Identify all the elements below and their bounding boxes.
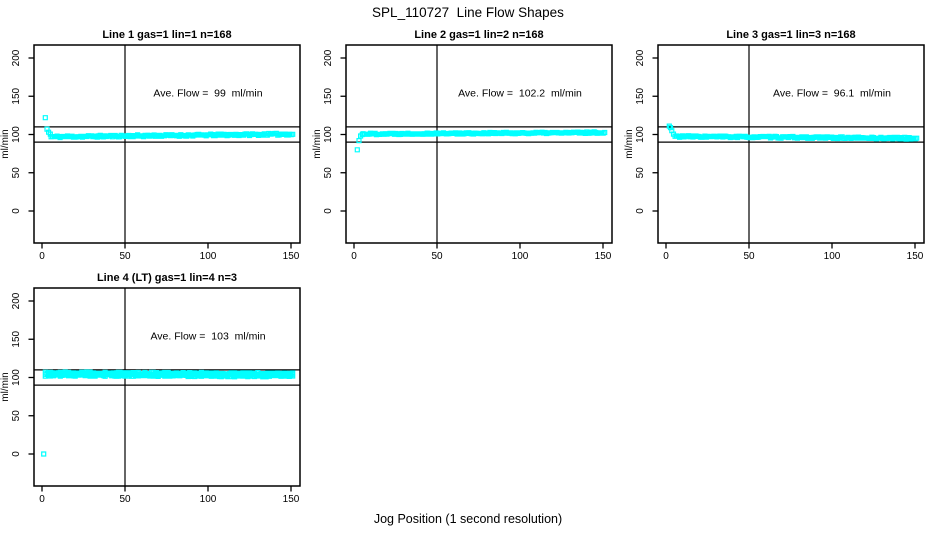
y-tick-label: 50: [635, 167, 646, 179]
y-axis: 0 50 100 150 200: [11, 49, 34, 214]
y-axis-unit-label: ml/min: [312, 129, 323, 158]
y-axis-unit-label: ml/min: [0, 129, 11, 158]
y-tick-label: 50: [11, 410, 22, 422]
plot-box: [657, 44, 925, 244]
x-tick-label: 100: [512, 251, 529, 262]
y-tick-label: 200: [323, 49, 334, 66]
x-tick-label: 50: [743, 251, 755, 262]
y-axis: 0 50 100 150 200: [635, 49, 658, 214]
x-axis: 0 50 100 150: [39, 486, 300, 505]
y-tick-label: 150: [11, 330, 22, 347]
x-tick-label: 50: [119, 494, 131, 505]
panel-plot: Line 3 gas=1 lin=3 n=168 0 50 100 150 200 0 50 1…: [624, 29, 925, 262]
ave-flow-annotation: Ave. Flow = 96.1 ml/min: [773, 87, 891, 99]
panel-title: Line 3 gas=1 lin=3 n=168: [726, 29, 855, 41]
panel-line-4: Line 4 (LT) gas=1 lin=4 n=3 0 50 100 150 200 0…: [0, 268, 312, 511]
x-axis-label: Jog Position (1 second resolution): [373, 512, 563, 526]
plot-box: [33, 287, 301, 487]
y-tick-label: 0: [11, 208, 22, 214]
reference-lines: [346, 45, 612, 243]
y-axis-unit-label: ml/min: [624, 129, 635, 158]
panel-line-3: Line 3 gas=1 lin=3 n=168 0 50 100 150 200 0 50 1…: [624, 25, 936, 268]
reference-lines: [34, 45, 300, 243]
x-axis: 0 50 100 150: [351, 243, 612, 262]
x-tick-label: 0: [39, 494, 45, 505]
x-tick-label: 100: [200, 494, 217, 505]
y-axis-unit-label: ml/min: [0, 372, 11, 401]
panel-plot: Line 2 gas=1 lin=2 n=168 0 50 100 150 200 0 50 1…: [312, 29, 613, 262]
x-tick-label: 150: [907, 251, 924, 262]
x-tick-label: 100: [200, 251, 217, 262]
y-tick-label: 50: [323, 167, 334, 179]
y-tick-label: 0: [323, 208, 334, 214]
x-tick-label: 50: [431, 251, 443, 262]
y-tick-label: 0: [11, 451, 22, 457]
data-points: [41, 369, 296, 457]
panel-title: Line 2 gas=1 lin=2 n=168: [414, 29, 543, 41]
data-points: [42, 115, 296, 141]
y-tick-label: 50: [11, 167, 22, 179]
y-tick-label: 200: [635, 49, 646, 66]
ave-flow-annotation: Ave. Flow = 103 ml/min: [150, 330, 265, 342]
panel-line-2: Line 2 gas=1 lin=2 n=168 0 50 100 150 200 0 50 1…: [312, 25, 624, 268]
x-axis: 0 50 100 150: [663, 243, 924, 262]
panel-plot: Line 4 (LT) gas=1 lin=4 n=30501001502000…: [0, 272, 301, 505]
y-tick-label: 0: [635, 208, 646, 214]
y-tick-label: 100: [635, 126, 646, 143]
y-tick-label: 100: [323, 126, 334, 143]
panel-line-1: Line 1 gas=1 lin=1 n=168 0 50 100 150 200 0 50 1…: [0, 25, 312, 268]
data-points: [354, 129, 608, 153]
y-tick-label: 150: [11, 87, 22, 104]
x-tick-label: 0: [663, 251, 669, 262]
x-tick-label: 150: [595, 251, 612, 262]
y-tick-label: 150: [323, 87, 334, 104]
y-tick-label: 100: [11, 126, 22, 143]
reference-lines: [658, 45, 924, 243]
y-tick-label: 200: [11, 49, 22, 66]
plot-box: [33, 44, 301, 244]
x-tick-label: 150: [283, 494, 300, 505]
reference-lines: [34, 288, 300, 486]
y-axis: 0 50 100 150 200: [323, 49, 346, 214]
ave-flow-annotation: Ave. Flow = 99 ml/min: [153, 87, 262, 99]
x-tick-label: 100: [824, 251, 841, 262]
data-points: [666, 123, 920, 142]
x-tick-label: 50: [119, 251, 131, 262]
plot-box: [345, 44, 613, 244]
panel-title: Line 1 gas=1 lin=1 n=168: [102, 29, 231, 41]
y-tick-label: 200: [11, 292, 22, 309]
y-tick-label: 150: [635, 87, 646, 104]
panel-title: Line 4 (LT) gas=1 lin=4 n=3: [97, 272, 237, 284]
x-tick-label: 0: [39, 251, 45, 262]
y-axis: 0 50 100 150 200: [11, 292, 34, 457]
panel-plot: Line 1 gas=1 lin=1 n=168 0 50 100 150 200 0 50 1…: [0, 29, 301, 262]
x-axis: 0 50 100 150: [39, 243, 300, 262]
y-tick-label: 100: [11, 369, 22, 386]
ave-flow-annotation: Ave. Flow = 102.2 ml/min: [458, 87, 582, 99]
x-tick-label: 150: [283, 251, 300, 262]
x-tick-label: 0: [351, 251, 357, 262]
main-title: SPL_110727 Line Flow Shapes: [372, 5, 564, 20]
